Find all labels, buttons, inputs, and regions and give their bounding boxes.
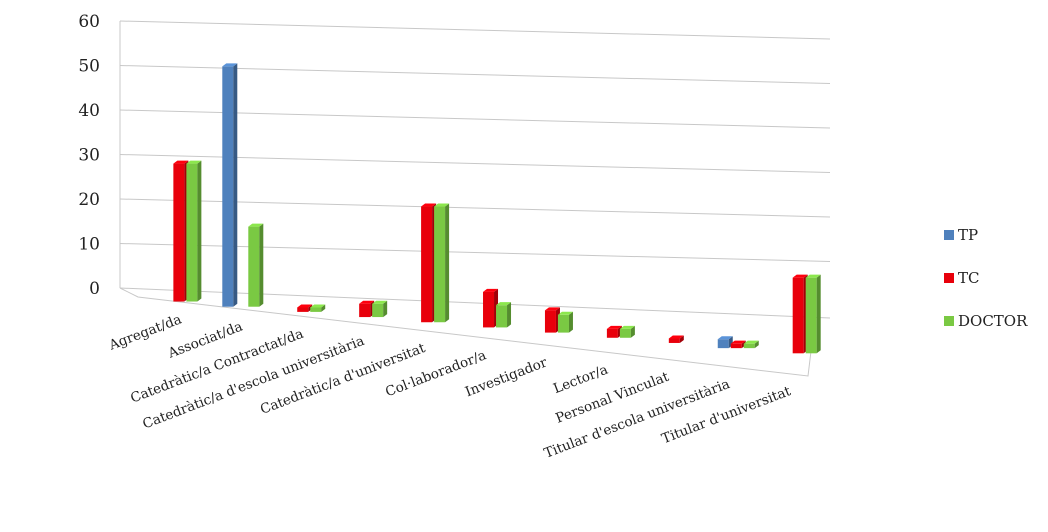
gridline [119, 109, 831, 129]
bar-tc [792, 274, 808, 354]
gridline [119, 20, 831, 40]
y-tick-label: 10 [78, 235, 100, 255]
bar-doctor [557, 311, 573, 333]
bar-doctor [248, 223, 264, 307]
legend-label: DOCTOR [958, 312, 1028, 330]
gridline [119, 287, 831, 319]
bar-tc [606, 325, 622, 338]
bar-tc [297, 304, 313, 312]
y-tick-label: 40 [78, 101, 100, 121]
gridline [119, 154, 831, 173]
bar-tc [483, 288, 499, 328]
bar-tc [668, 335, 684, 343]
bar-tp [222, 63, 238, 307]
legend-item: DOCTOR [944, 312, 1028, 330]
bar-doctor [372, 300, 388, 318]
bar-tc [173, 160, 189, 302]
legend-swatch [944, 230, 954, 240]
bar-tp [717, 336, 733, 349]
gridline [119, 65, 831, 84]
legend-swatch [944, 316, 954, 326]
legend-swatch [944, 273, 954, 283]
legend: TP TC DOCTOR [944, 226, 1028, 330]
y-tick-label: 60 [78, 12, 100, 32]
bar-doctor [434, 203, 450, 323]
bars [173, 63, 821, 354]
legend-item: TP [944, 226, 978, 244]
y-tick-label: 30 [78, 146, 100, 166]
bar-doctor [496, 302, 512, 328]
y-tick-label: 20 [78, 190, 100, 210]
bar-tc [421, 203, 437, 323]
gridline [119, 243, 831, 262]
y-axis: 0 10 20 30 40 50 60 [78, 12, 100, 299]
legend-item: TC [944, 269, 979, 287]
bar-tc [544, 307, 560, 333]
legend-label: TP [958, 226, 978, 244]
bar-doctor [743, 340, 759, 349]
bar-tc [730, 340, 746, 349]
legend-label: TC [958, 269, 979, 287]
bar-doctor [805, 274, 821, 354]
bar-doctor [619, 325, 635, 338]
y-tick-label: 50 [78, 57, 100, 77]
bar-doctor [186, 160, 202, 302]
gridline [119, 198, 831, 218]
bar-tc [359, 300, 375, 318]
x-tick-label: Lector/a [551, 362, 610, 397]
y-tick-label: 0 [89, 279, 100, 299]
bar-doctor [310, 304, 326, 312]
